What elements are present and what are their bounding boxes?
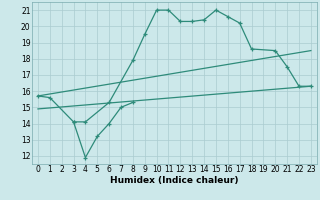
X-axis label: Humidex (Indice chaleur): Humidex (Indice chaleur): [110, 176, 239, 185]
